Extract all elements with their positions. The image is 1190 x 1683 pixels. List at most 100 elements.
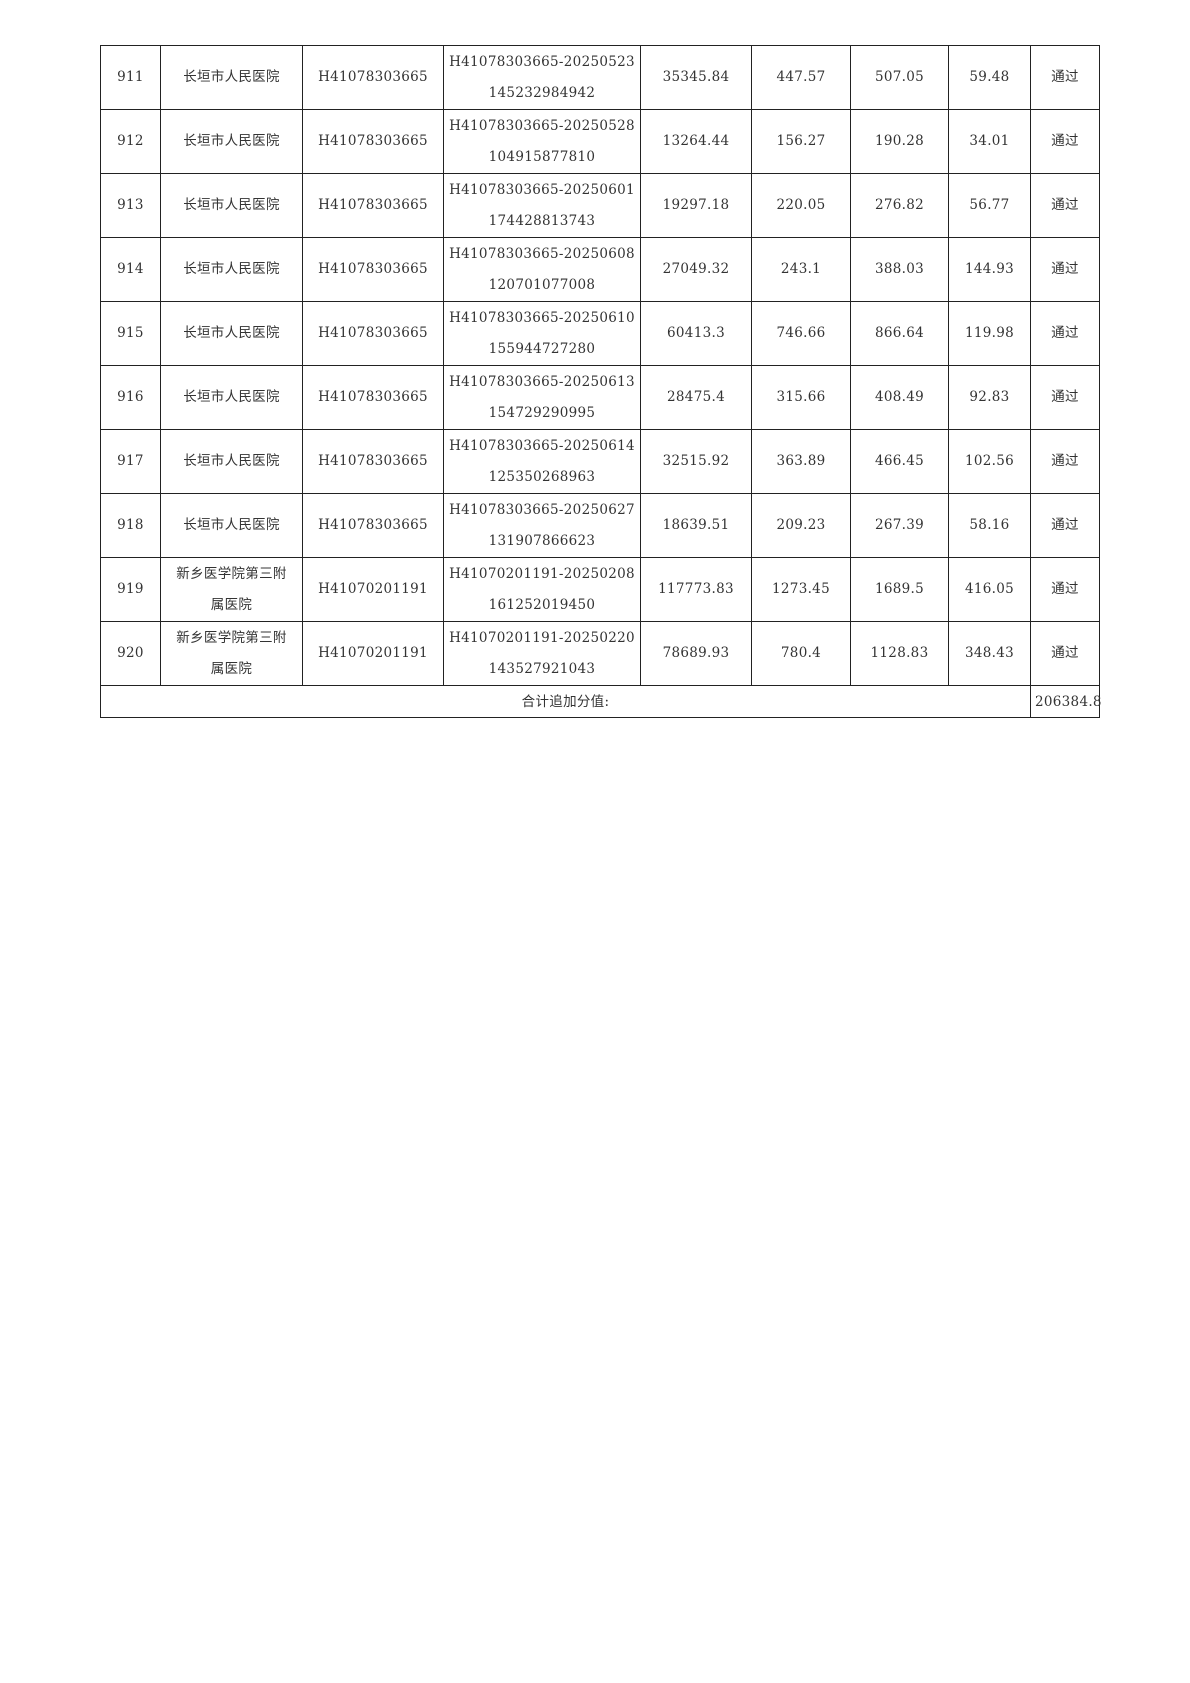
cell-id2: 131907866623: [488, 532, 596, 549]
cell-v1: 220.05: [751, 173, 851, 238]
cell-amount: 117773.83: [640, 557, 752, 622]
cell-result: 通过: [1030, 429, 1100, 494]
cell-amount: 35345.84: [640, 45, 752, 110]
cell-id2: 155944727280: [488, 340, 596, 357]
cell-hospital: 长垣市人民医院: [160, 493, 303, 558]
cell-amount: 13264.44: [640, 109, 752, 174]
cell-amount: 27049.32: [640, 237, 752, 302]
cell-id2: 125350268963: [488, 468, 596, 485]
cell-v1: 243.1: [751, 237, 851, 302]
table-row: 920 新乡医学院第三附属医院 H41070201191 H41070201191-2…: [100, 621, 1100, 686]
cell-code: H41070201191: [302, 557, 444, 622]
cell-v1: 447.57: [751, 45, 851, 110]
cell-result: 通过: [1030, 45, 1100, 110]
cell-id2: 145232984942: [488, 84, 596, 101]
cell-id: H41078303665-20250627 131907866623: [443, 493, 641, 558]
cell-v1: 209.23: [751, 493, 851, 558]
cell-v1: 315.66: [751, 365, 851, 430]
cell-no: 911: [100, 45, 161, 110]
cell-id1: H41078303665-20250608: [449, 245, 635, 262]
cell-hospital: 长垣市人民医院: [160, 173, 303, 238]
cell-amount: 19297.18: [640, 173, 752, 238]
cell-amount: 78689.93: [640, 621, 752, 686]
cell-result: 通过: [1030, 109, 1100, 174]
cell-code: H41078303665: [302, 365, 444, 430]
cell-id1: H41070201191-20250208: [449, 565, 635, 582]
total-value: 206384.8: [1030, 685, 1102, 718]
table-row: 918 长垣市人民医院 H41078303665 H41078303665-20250…: [100, 493, 1100, 558]
cell-result: 通过: [1030, 301, 1100, 366]
cell-id: H41078303665-20250601 174428813743: [443, 173, 641, 238]
cell-v1: 363.89: [751, 429, 851, 494]
cell-id1: H41078303665-20250614: [449, 437, 635, 454]
table-row: 912 长垣市人民医院 H41078303665 H41078303665-20250…: [100, 109, 1100, 174]
cell-id: H41078303665-20250608 120701077008: [443, 237, 641, 302]
cell-result: 通过: [1030, 493, 1100, 558]
cell-id2: 161252019450: [488, 596, 596, 613]
cell-result: 通过: [1030, 173, 1100, 238]
cell-no: 914: [100, 237, 161, 302]
cell-id1: H41078303665-20250627: [449, 501, 635, 518]
cell-v2: 267.39: [850, 493, 949, 558]
cell-id: H41078303665-20250610 155944727280: [443, 301, 641, 366]
cell-id: H41078303665-20250614 125350268963: [443, 429, 641, 494]
cell-hospital: 长垣市人民医院: [160, 45, 303, 110]
cell-code: H41078303665: [302, 429, 444, 494]
cell-hospital: 长垣市人民医院: [160, 237, 303, 302]
cell-hospital: 新乡医学院第三附属医院: [160, 557, 303, 622]
cell-hospital: 长垣市人民医院: [160, 429, 303, 494]
cell-no: 916: [100, 365, 161, 430]
cell-id: H41078303665-20250613 154729290995: [443, 365, 641, 430]
cell-code: H41078303665: [302, 237, 444, 302]
cell-add: 58.16: [948, 493, 1031, 558]
cell-result: 通过: [1030, 365, 1100, 430]
table-row: 915 长垣市人民医院 H41078303665 H41078303665-20250…: [100, 301, 1100, 366]
cell-no: 919: [100, 557, 161, 622]
cell-v2: 466.45: [850, 429, 949, 494]
cell-add: 34.01: [948, 109, 1031, 174]
cell-amount: 28475.4: [640, 365, 752, 430]
table-row: 916 长垣市人民医院 H41078303665 H41078303665-20250…: [100, 365, 1100, 430]
cell-result: 通过: [1030, 621, 1100, 686]
total-label: 合计追加分值:: [100, 685, 1031, 718]
table-row: 919 新乡医学院第三附属医院 H41070201191 H41070201191-2…: [100, 557, 1100, 622]
cell-id1: H41078303665-20250610: [449, 309, 635, 326]
cell-add: 102.56: [948, 429, 1031, 494]
data-table: 911 长垣市人民医院 H41078303665 H41078303665-20250…: [100, 45, 1102, 718]
cell-add: 119.98: [948, 301, 1031, 366]
cell-id2: 143527921043: [488, 660, 596, 677]
cell-v1: 746.66: [751, 301, 851, 366]
cell-v2: 408.49: [850, 365, 949, 430]
cell-result: 通过: [1030, 557, 1100, 622]
cell-v2: 190.28: [850, 109, 949, 174]
cell-id: H41078303665-20250528 104915877810: [443, 109, 641, 174]
table-row: 911 长垣市人民医院 H41078303665 H41078303665-20250…: [100, 45, 1100, 110]
cell-id1: H41070201191-20250220: [449, 629, 635, 646]
cell-v1: 1273.45: [751, 557, 851, 622]
cell-no: 918: [100, 493, 161, 558]
cell-id1: H41078303665-20250613: [449, 373, 635, 390]
cell-code: H41078303665: [302, 109, 444, 174]
cell-no: 912: [100, 109, 161, 174]
cell-id1: H41078303665-20250523: [449, 53, 635, 70]
cell-result: 通过: [1030, 237, 1100, 302]
cell-code: H41078303665: [302, 493, 444, 558]
cell-code: H41078303665: [302, 173, 444, 238]
cell-hospital: 长垣市人民医院: [160, 301, 303, 366]
cell-v2: 507.05: [850, 45, 949, 110]
cell-amount: 18639.51: [640, 493, 752, 558]
cell-id: H41070201191-20250208 161252019450: [443, 557, 641, 622]
cell-no: 920: [100, 621, 161, 686]
cell-no: 915: [100, 301, 161, 366]
cell-id: H41070201191-20250220 143527921043: [443, 621, 641, 686]
cell-v2: 1689.5: [850, 557, 949, 622]
cell-hospital: 长垣市人民医院: [160, 365, 303, 430]
cell-v2: 276.82: [850, 173, 949, 238]
cell-add: 348.43: [948, 621, 1031, 686]
cell-amount: 32515.92: [640, 429, 752, 494]
cell-id2: 154729290995: [488, 404, 596, 421]
cell-id1: H41078303665-20250601: [449, 181, 635, 198]
table-row: 917 长垣市人民医院 H41078303665 H41078303665-20250…: [100, 429, 1100, 494]
cell-code: H41070201191: [302, 621, 444, 686]
cell-id1: H41078303665-20250528: [449, 117, 635, 134]
